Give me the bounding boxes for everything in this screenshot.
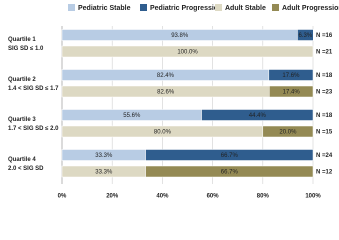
x-tick-label: 100% [305, 194, 321, 200]
bar [269, 85, 314, 98]
category-label: 1.4 < SIG SD ≤ 1.7 [8, 86, 59, 92]
value-label: 17.6% [282, 73, 300, 79]
category-label: Quartile 2 [8, 77, 36, 83]
category-label: Quartile 3 [8, 117, 36, 123]
bar [145, 149, 314, 161]
x-tick-label: 40% [156, 194, 169, 200]
legend-swatch [272, 4, 279, 11]
legend-label: Pediatric Stable [78, 5, 131, 12]
value-label: 82.4% [157, 73, 175, 79]
category-label: SIG SD ≤ 1.0 [8, 46, 44, 52]
category-label: 2.0 < SIG SD [8, 166, 44, 172]
category-label: 1.7 < SIG SD ≤ 2.0 [8, 126, 59, 132]
value-label: 6.3% [299, 33, 313, 39]
x-tick-label: 60% [207, 194, 220, 200]
value-label: 33.3% [95, 153, 113, 159]
x-tick-label: 20% [106, 194, 119, 200]
value-label: 20.0% [279, 130, 297, 136]
n-label: N =12 [316, 170, 333, 176]
bar [201, 109, 314, 121]
value-label: 44.4% [249, 113, 267, 119]
n-label: N =15 [316, 130, 333, 136]
n-label: N =18 [316, 113, 333, 119]
bar [61, 45, 314, 58]
value-label: 100.0% [177, 50, 198, 56]
n-label: N =16 [316, 33, 333, 39]
value-label: 66.7% [221, 170, 239, 176]
legend-label: Adult Progression [282, 5, 339, 12]
bar [145, 165, 314, 178]
category-label: Quartile 4 [8, 157, 36, 163]
bar [262, 125, 314, 138]
legend-swatch [140, 4, 147, 11]
legend-label: Adult Stable [225, 5, 266, 12]
value-label: 80.0% [154, 130, 172, 136]
legend-swatch [68, 4, 75, 11]
legend-swatch [215, 4, 222, 11]
n-label: N =21 [316, 50, 333, 56]
bar [297, 29, 314, 41]
category-label: Quartile 1 [8, 37, 36, 43]
value-label: 33.3% [95, 170, 113, 176]
chart: 0% 20% 40% 60% 80% 100% Pediatric Stable Pediat… [8, 4, 339, 200]
n-label: N =24 [316, 153, 333, 159]
value-label: 66.7% [221, 153, 239, 159]
value-label: 55.6% [123, 113, 141, 119]
legend-label: Pediatric Progression [150, 5, 222, 12]
n-label: N =23 [316, 90, 333, 96]
bar [268, 69, 314, 81]
value-label: 82.6% [157, 90, 175, 96]
n-label: N =18 [316, 73, 333, 79]
x-tick-label: 0% [58, 194, 67, 200]
x-tick-label: 80% [257, 194, 270, 200]
value-label: 93.8% [171, 33, 189, 39]
value-label: 17.4% [283, 90, 301, 96]
